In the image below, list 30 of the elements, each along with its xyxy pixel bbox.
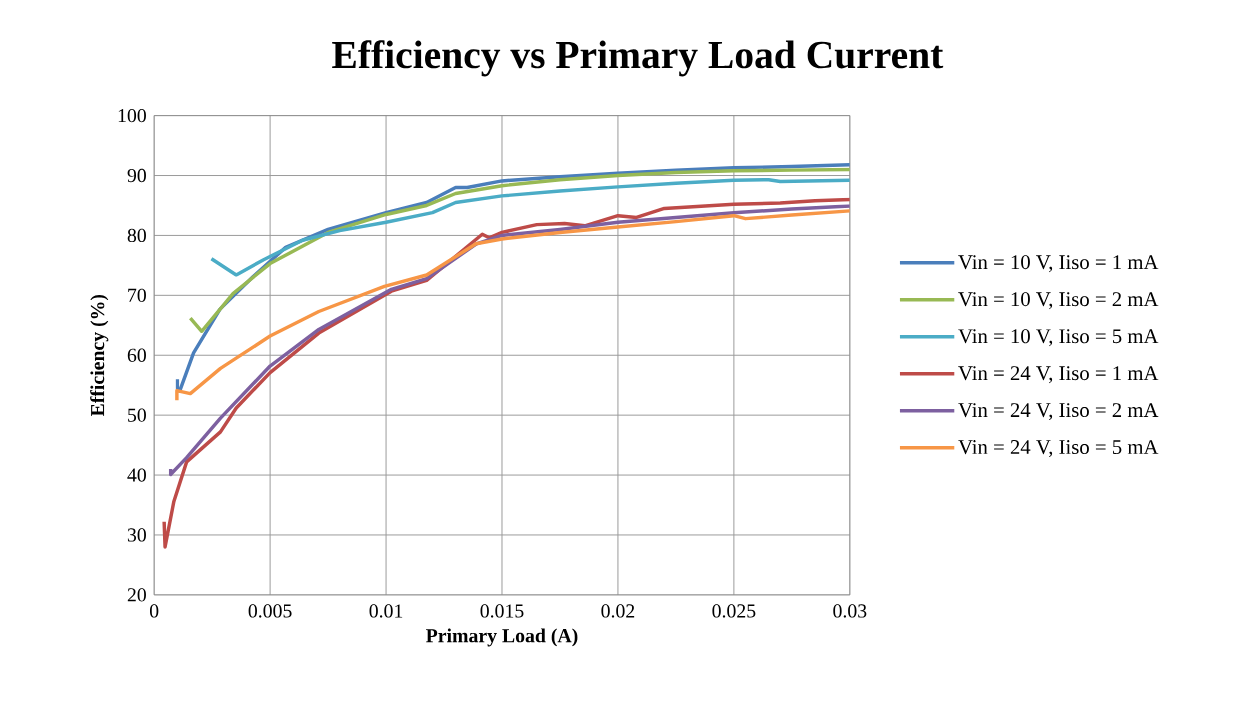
y-tick-label: 30 [127,528,146,542]
x-tick-label: 0.025 [712,604,756,618]
x-axis-title: Primary Load (A) [426,628,578,647]
x-tick-label: 0.015 [480,604,524,618]
legend-label: Vin = 24 V, Iiso = 2 mA [958,403,1159,421]
legend-label: Vin = 24 V, Iiso = 5 mA [958,440,1159,458]
x-tick-label: 0.005 [248,604,292,618]
line-series [209,178,850,277]
y-axis-title: Efficiency (%) [90,295,109,417]
chart-title: Efficiency vs Primary Load Current [332,40,944,77]
line-series [168,204,850,477]
y-tick-label: 90 [127,169,146,183]
line-series [175,209,850,403]
x-tick-label: 0 [149,604,159,618]
y-tick-label: 20 [127,588,146,602]
y-tick-label: 100 [118,109,146,123]
line-series [162,197,850,549]
x-tick-label: 0.03 [833,604,867,618]
x-tick-label: 0.01 [369,604,403,618]
legend-label: Vin = 10 V, Iiso = 1 mA [958,255,1159,273]
legend-label: Vin = 24 V, Iiso = 1 mA [958,366,1159,384]
legend-label: Vin = 10 V, Iiso = 5 mA [958,329,1159,347]
legend-label: Vin = 10 V, Iiso = 2 mA [958,292,1159,310]
y-tick-label: 50 [128,408,146,423]
y-tick-label: 70 [128,288,146,303]
line-series [188,168,850,334]
x-tick-label: 0.02 [601,604,635,618]
y-tick-label: 60 [127,348,146,363]
y-tick-label: 80 [127,228,146,243]
y-tick-label: 40 [127,468,146,482]
